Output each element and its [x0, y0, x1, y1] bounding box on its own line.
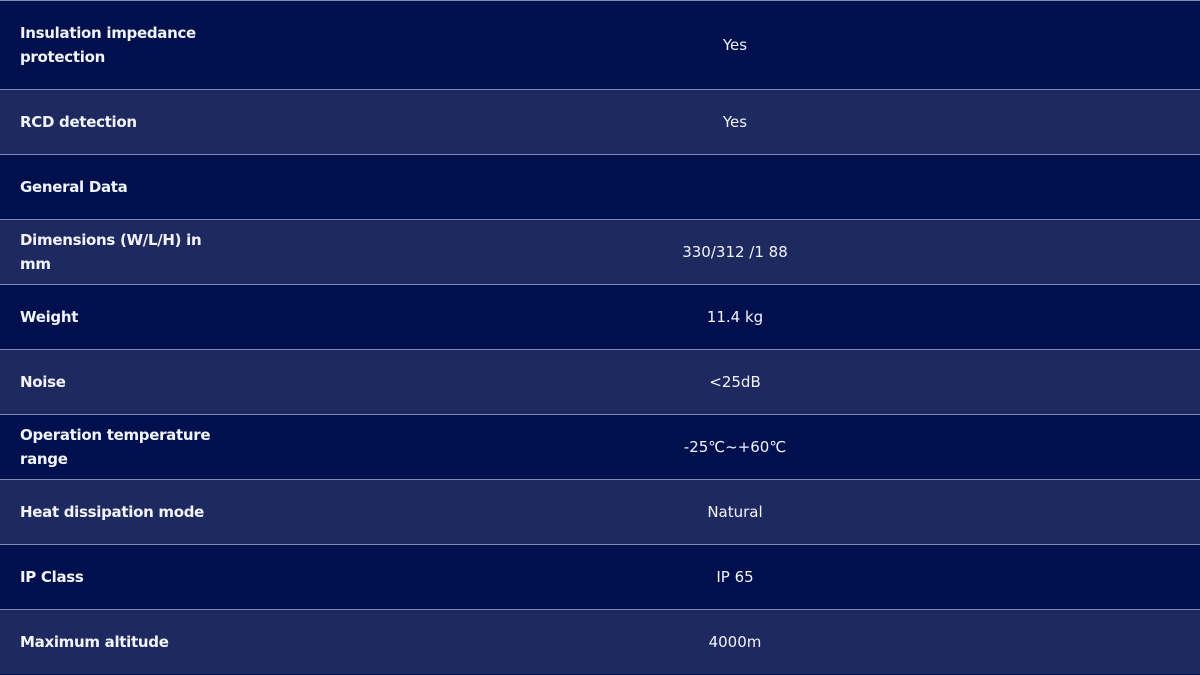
- spec-label-cell: Maximum altitude: [0, 609, 270, 674]
- spec-label-cell: Weight: [0, 284, 270, 350]
- spec-value-cell: -25℃~+60℃: [270, 414, 1200, 480]
- spec-value-cell: 11.4 kg: [270, 284, 1200, 350]
- spec-row: Weight 11.4 kg: [0, 284, 1200, 350]
- spec-value-cell: [270, 154, 1200, 220]
- spec-label: Dimensions (W/L/H) in mm: [20, 231, 202, 273]
- spec-value: Natural: [707, 503, 763, 521]
- spec-row: Insulation impedance protection Yes: [0, 0, 1200, 90]
- spec-label: Operation temperature range: [20, 426, 211, 468]
- spec-row: RCD detection Yes: [0, 89, 1200, 155]
- spec-row: Noise <25dB: [0, 349, 1200, 415]
- spec-row: General Data: [0, 154, 1200, 220]
- spec-value-cell: Natural: [270, 479, 1200, 545]
- spec-value-cell: Yes: [270, 89, 1200, 155]
- spec-label: Weight: [20, 308, 79, 326]
- spec-label-cell: Insulation impedance protection: [0, 0, 270, 90]
- spec-value-cell: 330/312 /1 88: [270, 219, 1200, 285]
- spec-row: Heat dissipation mode Natural: [0, 479, 1200, 545]
- spec-label-cell: Dimensions (W/L/H) in mm: [0, 219, 270, 285]
- spec-value: Yes: [722, 113, 748, 131]
- spec-label: Maximum altitude: [20, 633, 169, 651]
- spec-value-cell: Yes: [270, 0, 1200, 90]
- spec-label-cell: Operation temperature range: [0, 414, 270, 480]
- spec-value-cell: IP 65: [270, 544, 1200, 610]
- spec-label: RCD detection: [20, 113, 137, 131]
- spec-label: General Data: [20, 178, 128, 196]
- spec-value: IP 65: [716, 568, 754, 586]
- spec-value: <25dB: [709, 373, 761, 391]
- spec-row: IP Class IP 65: [0, 544, 1200, 610]
- spec-row: Dimensions (W/L/H) in mm 330/312 /1 88: [0, 219, 1200, 285]
- spec-label-cell: RCD detection: [0, 89, 270, 155]
- spec-label-cell: Noise: [0, 349, 270, 415]
- spec-row: Maximum altitude 4000m: [0, 609, 1200, 674]
- spec-label-cell: General Data: [0, 154, 270, 220]
- spec-value-cell: <25dB: [270, 349, 1200, 415]
- spec-value: Yes: [722, 36, 748, 54]
- spec-label-cell: IP Class: [0, 544, 270, 610]
- spec-label: IP Class: [20, 568, 84, 586]
- spec-row: Operation temperature range -25℃~+60℃: [0, 414, 1200, 480]
- spec-label: Insulation impedance protection: [20, 24, 196, 66]
- spec-value: 11.4 kg: [706, 308, 764, 326]
- spec-label: Heat dissipation mode: [20, 503, 205, 521]
- spec-value-cell: 4000m: [270, 609, 1200, 674]
- spec-value: 330/312 /1 88: [682, 243, 788, 261]
- spec-value: -25℃~+60℃: [683, 438, 787, 456]
- spec-value: 4000m: [708, 633, 762, 651]
- spec-label: Noise: [20, 373, 66, 391]
- spec-label-cell: Heat dissipation mode: [0, 479, 270, 545]
